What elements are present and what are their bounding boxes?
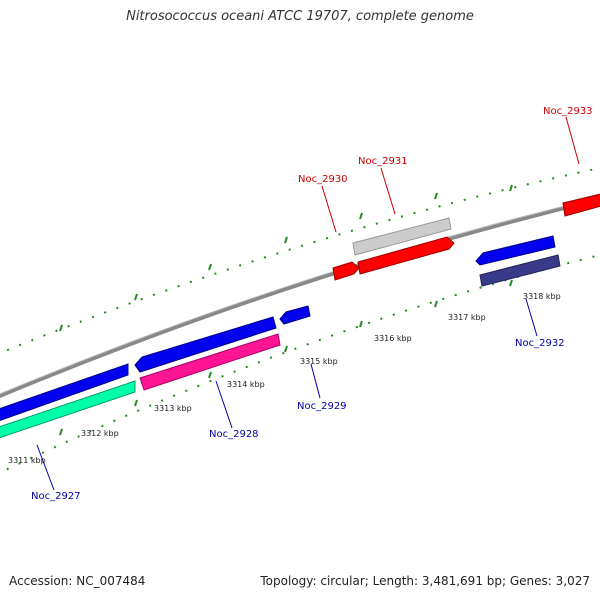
topology-label: Topology: circular; Length: 3,481,691 bp…: [260, 574, 590, 588]
gene-unlabeled-grey: [352, 217, 452, 256]
leader-noc-2928: [215, 380, 233, 429]
scale-label: 3314 kbp: [227, 380, 265, 389]
gene-label-noc-2927: Noc_2927: [31, 491, 81, 502]
leader-noc-2932: [525, 298, 538, 337]
gene-noc-2930: [332, 261, 360, 281]
leader-noc-2933: [565, 116, 580, 165]
gene-unlabeled-middle-blue: [134, 316, 277, 373]
leader-noc-2930: [321, 185, 337, 233]
gene-label-noc-2931: Noc_2931: [358, 156, 408, 167]
forward-tick-track: [0, 167, 600, 355]
scale-label: 3313 kbp: [154, 404, 192, 413]
forward-major-ticks: [59, 184, 513, 332]
gene-noc-2927: [0, 380, 136, 439]
leader-noc-2927: [36, 444, 55, 491]
gene-noc-2929: [279, 305, 311, 325]
gene-unlabeled-dark: [479, 254, 561, 287]
scale-label: 3317 kbp: [448, 313, 486, 322]
scale-label: 3315 kbp: [300, 357, 338, 366]
gene-noc-2932: [475, 235, 556, 266]
gene-unlabeled-left-blue: [0, 363, 129, 421]
leader-noc-2931: [380, 167, 396, 215]
reverse-major-ticks: [59, 279, 513, 436]
scale-label: 3318 kbp: [523, 292, 561, 301]
gene-noc-2928: [139, 333, 281, 391]
scale-label: 3311 kbp: [8, 456, 46, 465]
gene-label-noc-2929: Noc_2929: [297, 401, 347, 412]
gene-label-noc-2930: Noc_2930: [298, 174, 348, 185]
scale-label: 3316 kbp: [374, 334, 412, 343]
gene-noc-2931: [357, 236, 455, 275]
accession-label: Accession: NC_007484: [9, 574, 146, 588]
map-title: Nitrosococcus oceani ATCC 19707, complet…: [126, 9, 474, 24]
genome-backbone: [0, 197, 600, 399]
scale-label: 3312 kbp: [81, 429, 119, 438]
gene-noc-2933: [562, 193, 600, 217]
leader-noc-2929: [310, 363, 321, 399]
gene-label-noc-2928: Noc_2928: [209, 429, 259, 440]
gene-label-noc-2932: Noc_2932: [515, 338, 565, 349]
gene-label-noc-2933: Noc_2933: [543, 106, 593, 117]
